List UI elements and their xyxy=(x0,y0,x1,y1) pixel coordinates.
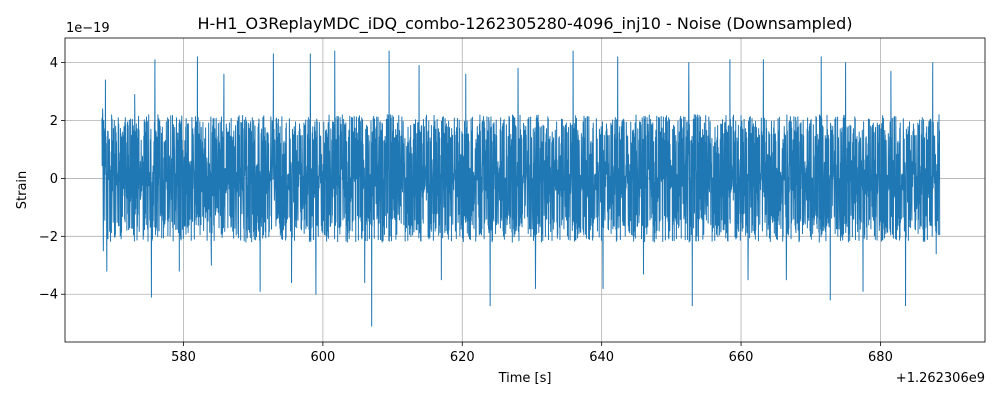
chart-title: H-H1_O3ReplayMDC_iDQ_combo-1262305280-40… xyxy=(198,14,853,34)
x-tick-label: 640 xyxy=(589,350,614,365)
axes-frame xyxy=(64,37,986,343)
y-tick-label: 2 xyxy=(50,114,58,129)
y-axis-scale-label: 1e−19 xyxy=(66,21,110,36)
x-axis-label: Time [s] xyxy=(498,371,552,386)
ticks: 580 600 620 640 660 680 −4 −2 0 2 4 xyxy=(39,56,893,365)
x-tick-label: 600 xyxy=(310,350,335,365)
y-axis-label: Strain xyxy=(15,171,30,210)
y-tick-label: 0 xyxy=(50,172,58,187)
series-layer xyxy=(101,50,941,327)
x-tick-label: 620 xyxy=(450,350,475,365)
x-axis-offset-label: +1.262306e9 xyxy=(896,371,985,386)
y-tick-label: −2 xyxy=(39,230,58,245)
y-tick-label: −4 xyxy=(39,288,58,303)
x-tick-label: 660 xyxy=(729,350,754,365)
x-tick-label: 580 xyxy=(171,350,196,365)
x-tick-label: 680 xyxy=(868,350,893,365)
series-line xyxy=(101,50,941,327)
y-tick-label: 4 xyxy=(50,56,58,71)
